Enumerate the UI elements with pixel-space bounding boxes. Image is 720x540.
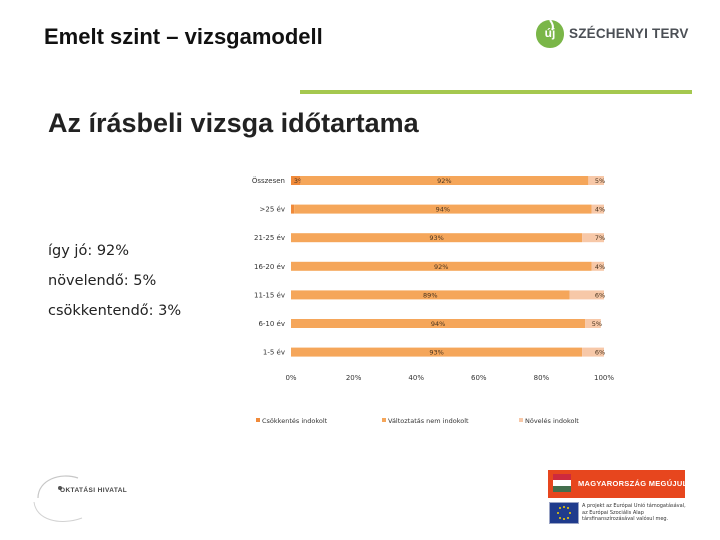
legend-label: Változtatás nem indokolt xyxy=(388,417,469,425)
data-label: 92% xyxy=(437,177,451,185)
category-label: 1-5 év xyxy=(263,349,285,357)
bar-segment xyxy=(588,176,604,185)
summary-increase: növelendő: 5% xyxy=(48,273,157,289)
x-tick-label: 20% xyxy=(346,374,362,382)
bar-segment xyxy=(291,319,586,328)
x-tick-label: 40% xyxy=(408,374,424,382)
category-label: 11-15 év xyxy=(254,291,285,299)
bar-segment xyxy=(291,204,295,214)
data-label: 3% xyxy=(294,177,304,185)
data-label: 5% xyxy=(595,177,605,185)
eu-funding-line-2: az Európai Szociális Alap xyxy=(582,509,644,516)
eu-funding-line-1: A projekt az Európai Unió támogatásával, xyxy=(582,503,686,509)
bar-segment xyxy=(300,176,589,185)
office-logo xyxy=(30,468,150,528)
category-label: 21-25 év xyxy=(254,234,285,242)
bar-segment xyxy=(291,290,570,300)
bar-segment xyxy=(582,233,604,243)
bar-segment xyxy=(291,233,583,243)
data-label: 93% xyxy=(429,349,443,357)
data-label: 6% xyxy=(595,291,605,299)
data-label: 94% xyxy=(431,320,445,328)
bar-segment xyxy=(585,319,601,328)
bar-segment xyxy=(291,261,592,271)
category-label: 16-20 év xyxy=(254,263,285,271)
data-label: 7% xyxy=(595,234,605,242)
szechenyi-leaf-icon xyxy=(536,19,564,48)
data-label: 92% xyxy=(434,263,448,271)
legend-swatch xyxy=(382,418,386,422)
summary-block: így jó: 92% növelendő: 5% csökkentendő: … xyxy=(48,236,181,326)
logo-text: SZÉCHENYI TERV xyxy=(569,26,689,41)
x-tick-label: 0% xyxy=(285,374,296,382)
summary-decrease: csökkentendő: 3% xyxy=(48,303,182,319)
bar-segment xyxy=(294,204,592,214)
page-title: Emelt szint – vizsgamodell xyxy=(44,24,323,49)
data-label: 4% xyxy=(595,206,605,214)
office-swirl-icon xyxy=(33,475,83,522)
banner-text: MAGYARORSZÁG MEGÚJUL xyxy=(578,479,688,488)
bar-segment xyxy=(582,347,604,357)
bar-segment xyxy=(591,261,604,271)
eu-flag-icon xyxy=(549,502,579,524)
logo-mark-text: új xyxy=(544,26,556,40)
legend-label: Növelés indokolt xyxy=(525,417,579,425)
bar-segment xyxy=(291,176,301,185)
legend-label: Csökkentés indokolt xyxy=(262,417,328,425)
eu-funding-line-3: társfinanszírozásával valósul meg. xyxy=(582,516,669,522)
bar-segment xyxy=(591,204,604,214)
category-label: Összesen xyxy=(252,176,285,185)
hungary-flag-icon xyxy=(553,474,571,492)
data-label: 89% xyxy=(423,291,437,299)
eu-funding-text: A projekt az Európai Unió támogatásával,… xyxy=(582,503,686,523)
legend-swatch xyxy=(256,418,260,422)
legend-swatch xyxy=(519,418,523,422)
header-divider xyxy=(300,90,692,94)
bar-segment xyxy=(291,347,583,357)
x-tick-label: 60% xyxy=(471,374,487,382)
bar-segment xyxy=(569,290,604,300)
x-tick-label: 80% xyxy=(534,374,550,382)
office-name: OKTATÁSI HIVATAL xyxy=(60,487,128,494)
data-label: 93% xyxy=(429,234,443,242)
data-label: 94% xyxy=(436,206,450,214)
data-label: 5% xyxy=(592,320,602,328)
x-tick-label: 100% xyxy=(594,374,614,382)
category-label: 6-10 év xyxy=(258,320,285,328)
summary-ok: így jó: 92% xyxy=(48,243,130,259)
szechenyi-logo: új SZÉCHENYI TERV xyxy=(535,18,695,54)
data-label: 6% xyxy=(595,349,605,357)
category-label: >25 év xyxy=(260,206,285,214)
data-label: 4% xyxy=(595,263,605,271)
slide-subtitle: Az írásbeli vizsga időtartama xyxy=(48,108,419,138)
